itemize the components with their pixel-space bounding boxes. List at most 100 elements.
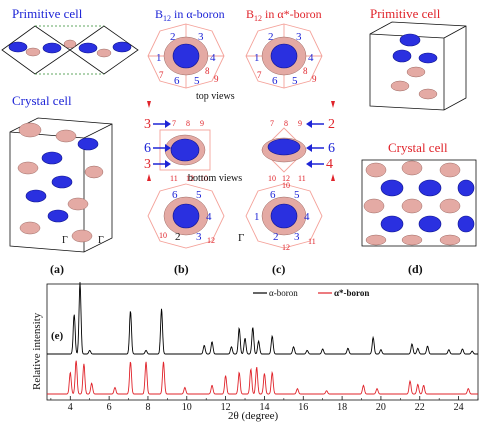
x-axis-ticks: 4 6 8 10 12 14 16 18 20 22 24 [50, 396, 479, 413]
gamma-middle: Γ [238, 232, 244, 244]
svg-text:6: 6 [272, 75, 278, 87]
svg-text:12: 12 [282, 174, 290, 183]
svg-text:10: 10 [159, 231, 167, 240]
chart-frame [46, 283, 479, 401]
svg-text:3: 3 [294, 231, 300, 243]
x-tick-label: 18 [337, 402, 347, 413]
svg-text:2: 2 [170, 31, 176, 43]
gamma-left: Γ [62, 235, 68, 246]
svg-text:6: 6 [270, 189, 276, 201]
svg-text:4: 4 [210, 52, 216, 64]
svg-text:12: 12 [282, 243, 290, 252]
series-line-alpha-star-boron [47, 360, 478, 395]
panel-a-title-crystal: Crystal cell [12, 93, 72, 108]
d-crystal-box [361, 159, 477, 247]
panel-c-label: (c) [272, 262, 285, 276]
x-tick-label: 6 [107, 402, 112, 413]
svg-text:7: 7 [159, 70, 164, 80]
x-tick-label: 8 [145, 402, 150, 413]
x-tick-label: 10 [182, 402, 192, 413]
svg-text:5: 5 [292, 75, 298, 87]
svg-text:1: 1 [156, 52, 162, 64]
svg-text:10: 10 [200, 174, 208, 183]
svg-text:10: 10 [282, 181, 290, 190]
panel-b-label: (b) [174, 262, 189, 276]
panel-b: B12 in α-boron 2 3 1 4 6 5 7 8 9 7 8 9 [147, 7, 225, 276]
panel-a-label: (a) [50, 262, 64, 276]
svg-text:4: 4 [304, 211, 310, 223]
svg-text:3: 3 [144, 117, 151, 132]
svg-text:8: 8 [205, 66, 210, 76]
crystal-molecules-a [17, 122, 104, 243]
legend-label-alpha: α-boron [269, 288, 298, 298]
svg-text:6: 6 [328, 141, 335, 156]
panel-c: B12 in α*-boron 2 3 1 4 6 5 7 8 9 7 8 9 … [245, 7, 323, 276]
primitive-molecules-a [8, 39, 132, 58]
c-top-view: 2 3 1 4 6 5 7 8 9 [245, 23, 323, 89]
gamma-right: Γ [98, 235, 104, 246]
svg-text:5: 5 [194, 75, 200, 87]
x-axis-label: 2θ (degree) [228, 410, 278, 422]
svg-text:5: 5 [294, 189, 300, 201]
svg-text:3: 3 [198, 31, 204, 43]
svg-text:6: 6 [174, 75, 180, 87]
svg-text:9: 9 [298, 119, 302, 128]
svg-text:12: 12 [207, 236, 215, 245]
b-side-view: 7 8 9 11 12 10 [159, 119, 211, 183]
d-crystal-molecules [363, 160, 475, 246]
svg-text:4: 4 [206, 211, 212, 223]
d-primitive-box [369, 21, 467, 111]
svg-text:7: 7 [172, 119, 176, 128]
svg-text:11: 11 [298, 174, 306, 183]
rhombus-right [69, 25, 139, 75]
svg-text:11: 11 [170, 174, 178, 183]
svg-text:4: 4 [308, 52, 314, 64]
svg-text:6: 6 [172, 189, 178, 201]
panel-c-title: B12 in α*-boron [246, 7, 322, 23]
svg-text:7: 7 [270, 119, 274, 128]
svg-text:3: 3 [296, 31, 302, 43]
panel-d-label: (d) [408, 262, 423, 276]
svg-text:9: 9 [200, 119, 204, 128]
panel-b-title: B12 in α-boron [155, 7, 225, 23]
panel-d-title-crystal: Crystal cell [388, 140, 448, 155]
svg-text:9: 9 [214, 74, 219, 84]
bottom-views-label: bottom views [188, 173, 242, 184]
c-bottom-view: 6 5 4 1 2 3 10 12 11 [245, 181, 323, 252]
svg-text:1: 1 [254, 211, 260, 223]
svg-text:9: 9 [312, 74, 317, 84]
svg-text:10: 10 [268, 174, 276, 183]
x-tick-label: 22 [415, 402, 425, 413]
svg-text:2: 2 [268, 31, 274, 43]
panel-d-title-primitive: Primitive cell [370, 6, 441, 21]
x-tick-label: 12 [221, 402, 231, 413]
svg-text:8: 8 [303, 66, 308, 76]
x-tick-label: 20 [376, 402, 386, 413]
y-axis-label: Relative intensity [31, 312, 43, 390]
svg-text:3: 3 [196, 231, 202, 243]
svg-text:3: 3 [144, 157, 151, 172]
x-tick-label: 24 [454, 402, 464, 413]
svg-text:4: 4 [326, 157, 333, 172]
legend-label-alpha-star: α*-boron [334, 288, 369, 298]
x-tick-label: 4 [68, 402, 73, 413]
d-primitive-molecules [390, 33, 438, 100]
crystal-box-outline [9, 117, 113, 253]
panel-d: Primitive cell Crystal cell [361, 6, 477, 276]
svg-text:12: 12 [186, 174, 194, 183]
svg-text:5: 5 [196, 189, 202, 201]
svg-text:6: 6 [144, 141, 151, 156]
middle-markers: top views bottom views 3 6 3 2 6 4 Γ [144, 91, 335, 244]
panel-e-chart: 4 6 8 10 12 14 16 18 20 22 24 α-boron α*-boron (e)… [31, 282, 479, 422]
top-views-label: top views [196, 91, 235, 102]
x-tick-label: 14 [259, 402, 269, 413]
svg-text:11: 11 [308, 237, 316, 246]
svg-text:2: 2 [175, 231, 181, 243]
svg-text:8: 8 [186, 119, 190, 128]
svg-text:2: 2 [328, 117, 335, 132]
x-tick-label: 16 [298, 402, 308, 413]
svg-text:1: 1 [254, 52, 260, 64]
chart-series [47, 282, 478, 395]
panel-a-title-primitive: Primitive cell [12, 6, 83, 21]
